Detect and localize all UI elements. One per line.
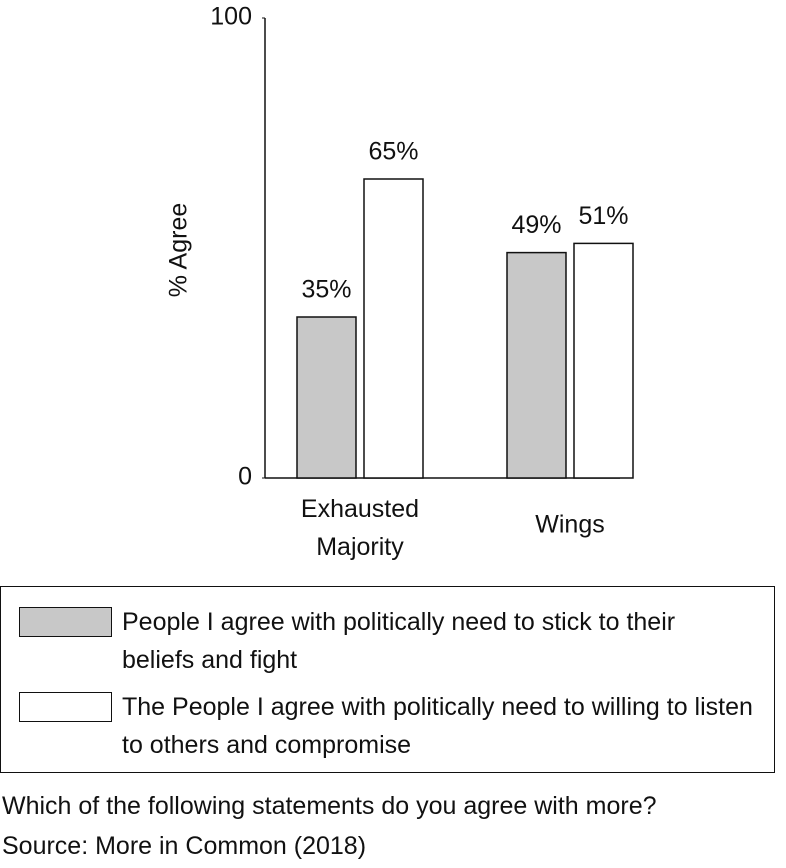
x-tick-label: Exhausted Majority bbox=[301, 495, 419, 561]
source: Source: More in Common (2018) bbox=[2, 832, 367, 860]
legend-swatch bbox=[19, 692, 112, 722]
bar bbox=[296, 316, 357, 479]
caption: Which of the following statements do you… bbox=[2, 792, 657, 820]
legend-swatch bbox=[19, 607, 112, 637]
value-label: 65% bbox=[368, 138, 418, 166]
value-label: 51% bbox=[578, 202, 628, 230]
x-tick-label-line: Majority bbox=[316, 533, 404, 561]
legend-label: The People I agree with politically need… bbox=[122, 693, 753, 759]
x-tick-label-line: Exhausted bbox=[301, 495, 419, 523]
y-tick-label: 100 bbox=[210, 3, 252, 31]
x-tick-label: Wings bbox=[535, 511, 604, 539]
legend: People I agree with politically need to … bbox=[0, 586, 775, 773]
bar bbox=[573, 242, 634, 479]
y-tick-label: 0 bbox=[238, 463, 252, 491]
value-label: 35% bbox=[301, 276, 351, 304]
bar bbox=[363, 178, 424, 479]
y-axis-label: % Agree bbox=[165, 203, 193, 298]
legend-entry: The People I agree with politically need… bbox=[19, 688, 772, 764]
legend-entry: People I agree with politically need to … bbox=[19, 603, 692, 679]
chart: % Agree 0 100 Exhausted Majority 35% 65% Wings… bbox=[165, 3, 634, 561]
bar bbox=[506, 251, 567, 479]
legend-label: People I agree with politically need to … bbox=[122, 608, 676, 674]
value-label: 49% bbox=[511, 211, 561, 239]
